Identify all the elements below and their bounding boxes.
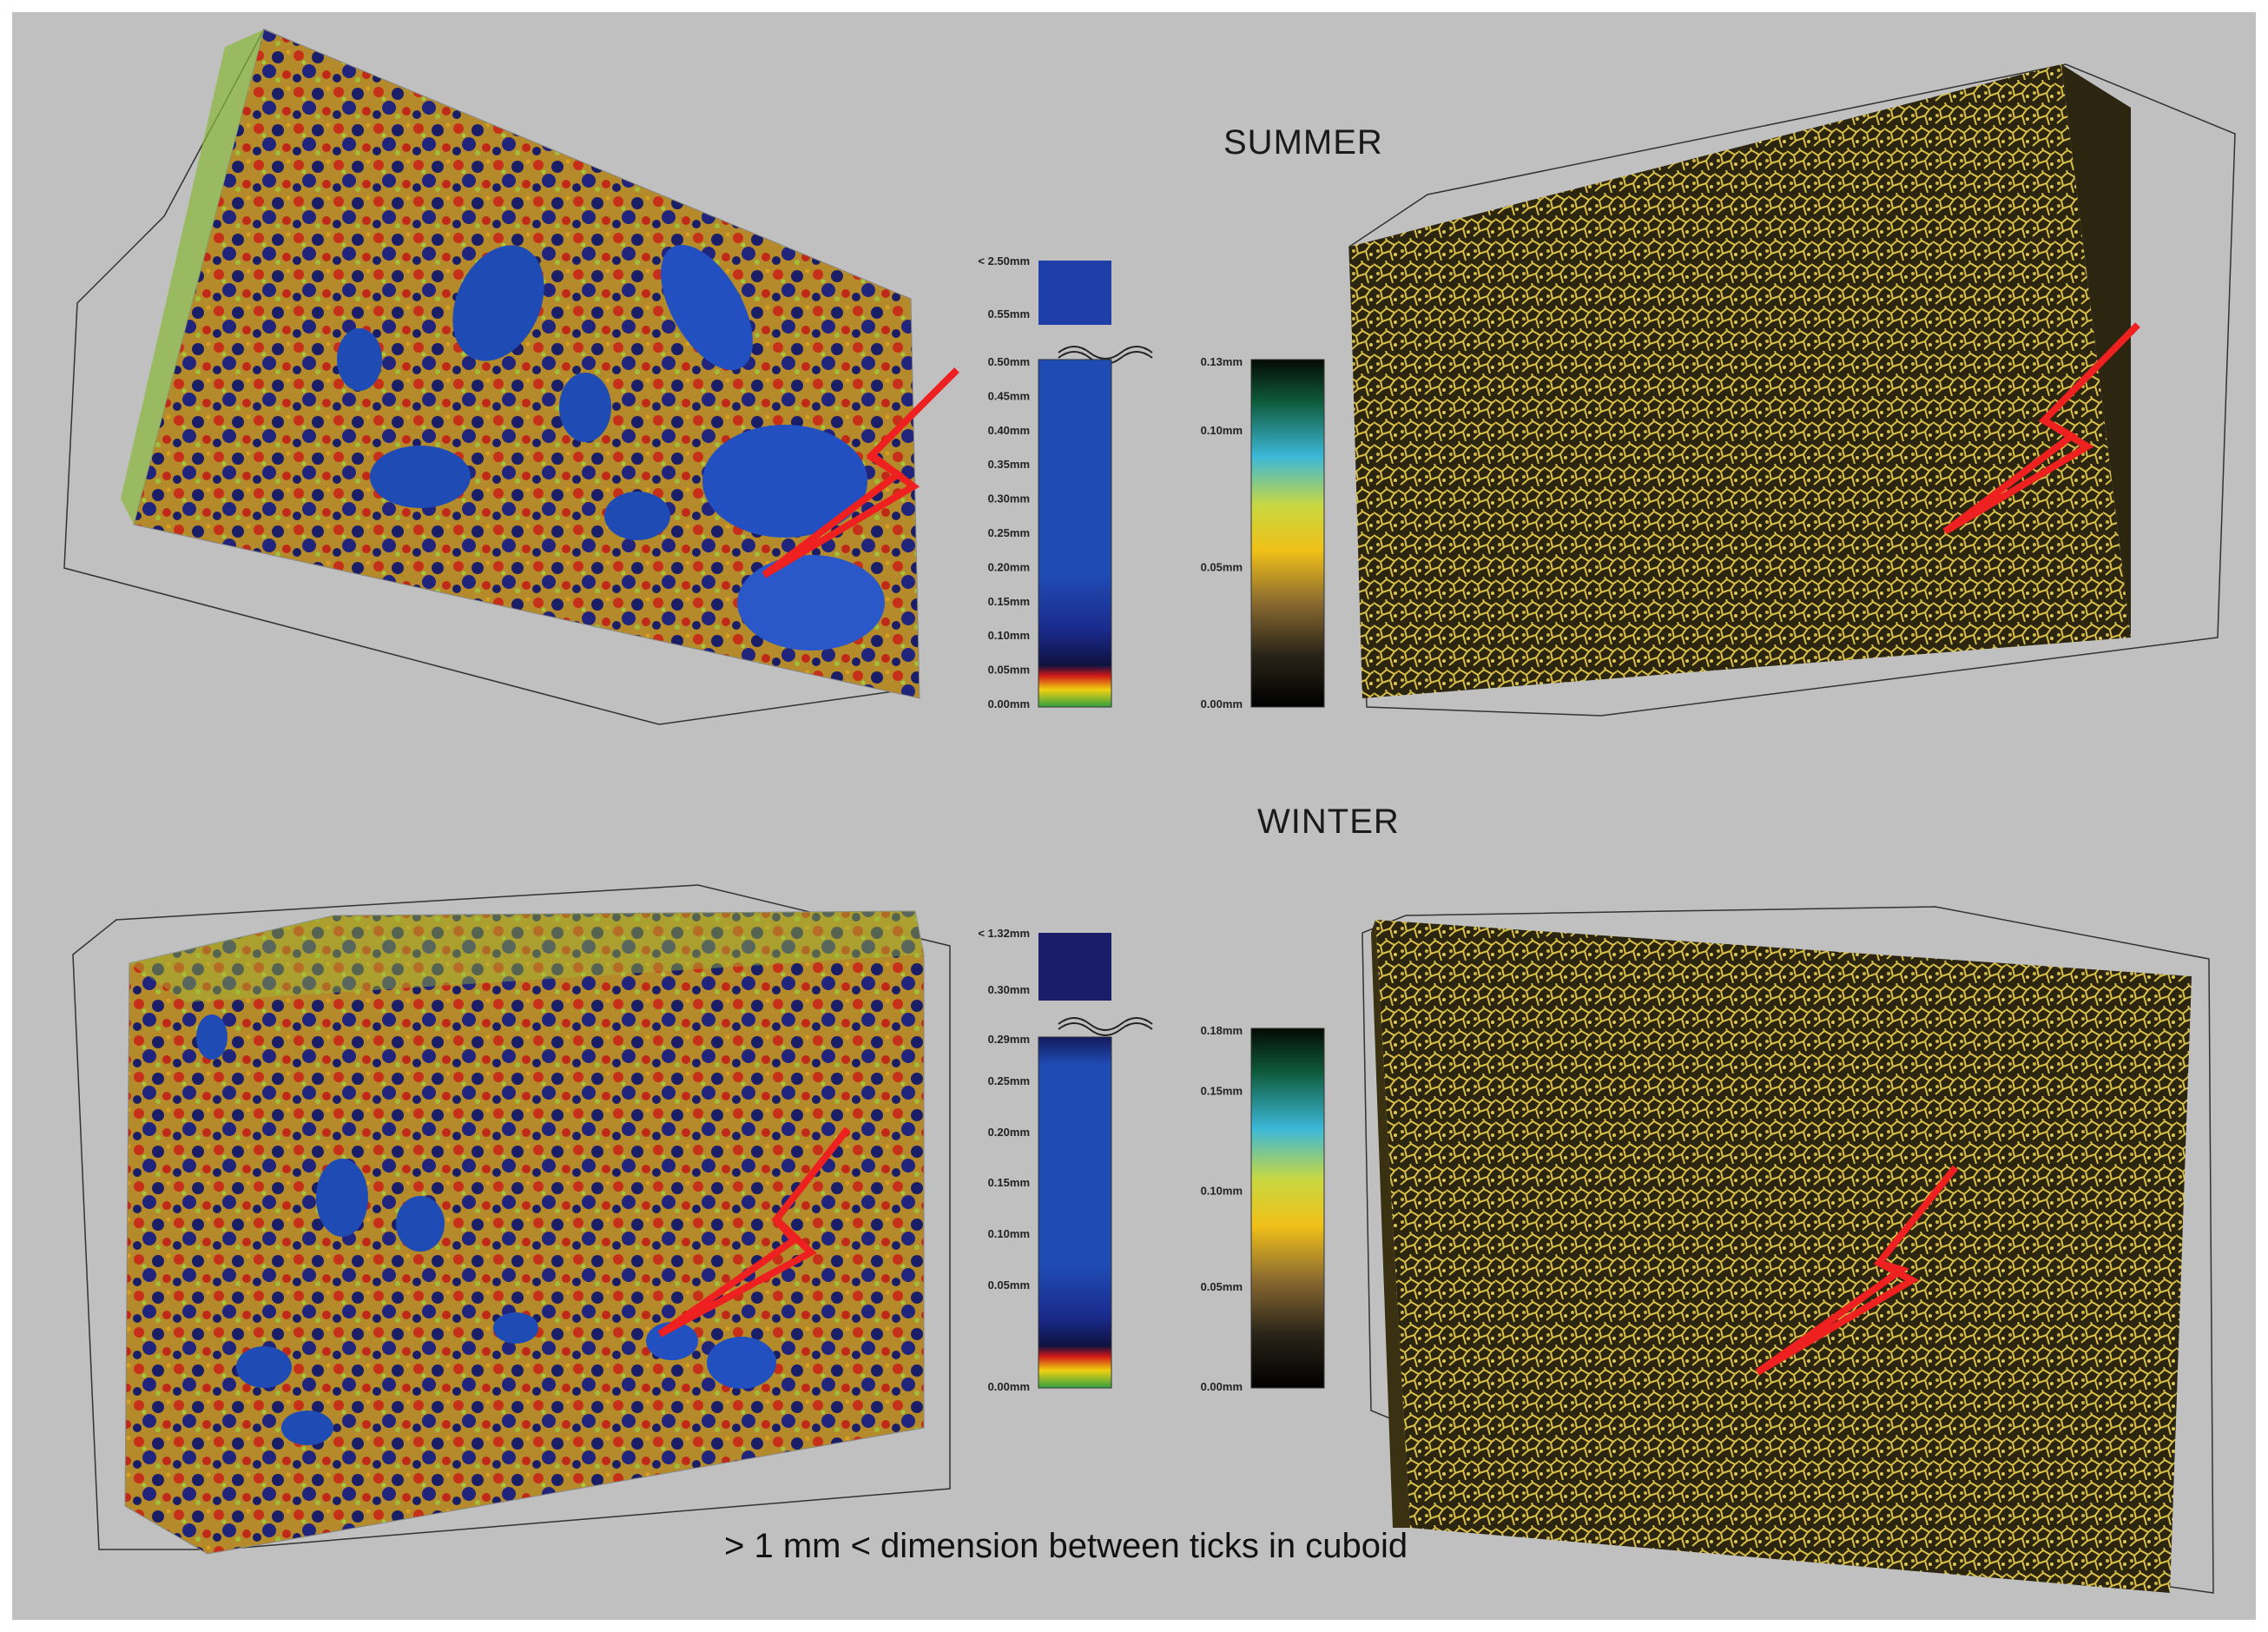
winter-pore-arrow [657, 1127, 851, 1338]
summer-pore-cuboid [63, 29, 920, 725]
scale-tick-label: 0.05mm [988, 1279, 1030, 1292]
scale-tick-label: 0.10mm [1201, 424, 1243, 437]
scale-tick-label: 0.00mm [988, 1380, 1030, 1393]
scale-tick-label: 0.20mm [988, 1126, 1030, 1139]
scale-tick-label: 0.15mm [988, 595, 1030, 608]
scale-tick-label: 0.29mm [988, 1033, 1030, 1046]
summer-pore-top-label: 0.55mm [988, 307, 1030, 320]
figure-caption: > 1 mm < dimension between ticks in cubo… [724, 1527, 1408, 1565]
scale-tick-label: 0.15mm [1201, 1085, 1243, 1098]
scale-tick-label: 0.45mm [988, 389, 1030, 402]
winter-pore-top-label: < 1.32mm [978, 927, 1030, 940]
scale-tick-label: 0.50mm [988, 355, 1030, 368]
scale-tick-label: 0.00mm [1201, 697, 1243, 710]
figure-panel: < 2.50mm 0.55mm 0.50mm 0.45mm 0.40mm 0.35mm… [12, 12, 2256, 1620]
summer-title: SUMMER [1223, 123, 1383, 162]
winter-pore-cuboid [72, 884, 951, 1555]
winter-wall-arrow [1755, 1165, 1959, 1376]
winter-pore-overflow-swatch [1038, 933, 1111, 1001]
summer-pore-overflow-swatch [1038, 261, 1111, 325]
scale-tick-label: 0.00mm [988, 697, 1030, 710]
summer-pore-top-label: < 2.50mm [978, 254, 1030, 268]
scale-tick-label: 0.30mm [988, 492, 1030, 505]
scale-tick-label: 0.05mm [1201, 560, 1243, 573]
summer-pore-arrow [761, 367, 959, 578]
scale-tick-label: 0.05mm [1201, 1280, 1243, 1293]
summer-wall-arrow [1942, 322, 2140, 535]
winter-wall-scale: 0.18mm 0.15mm 0.10mm 0.05mm 0.00mm [1201, 1024, 1325, 1393]
scale-tick-label: 0.10mm [988, 629, 1030, 642]
summer-wall-cuboid [1348, 63, 2236, 717]
scale-tick-label: 0.40mm [988, 424, 1030, 437]
scale-tick-label: 0.10mm [988, 1227, 1030, 1240]
scale-tick-label: 0.10mm [1201, 1185, 1243, 1198]
winter-wall-cuboid [1361, 906, 2214, 1594]
scale-tick-label: 0.25mm [988, 1074, 1030, 1087]
winter-pore-scale: < 1.32mm 0.30mm 0.29mm 0.25mm 0.20mm 0.15mm… [978, 927, 1153, 1393]
scale-tick-label: 0.18mm [1201, 1024, 1243, 1037]
scale-tick-label: 0.13mm [1201, 355, 1243, 368]
scale-tick-label: 0.35mm [988, 458, 1030, 471]
summer-pore-scale: < 2.50mm 0.55mm 0.50mm 0.45mm 0.40mm 0.35mm… [978, 254, 1153, 710]
scale-tick-label: 0.25mm [988, 526, 1030, 539]
scale-tick-label: 0.00mm [1201, 1380, 1243, 1393]
scale-tick-label: 0.20mm [988, 560, 1030, 573]
winter-pore-top-label: 0.30mm [988, 983, 1030, 996]
scale-tick-label: 0.05mm [988, 664, 1030, 677]
summer-wall-scale: 0.13mm 0.10mm 0.05mm 0.00mm [1201, 355, 1325, 710]
figure-artwork: < 2.50mm 0.55mm 0.50mm 0.45mm 0.40mm 0.35mm… [63, 29, 2236, 1594]
winter-title: WINTER [1257, 803, 1400, 841]
scale-tick-label: 0.15mm [988, 1176, 1030, 1189]
